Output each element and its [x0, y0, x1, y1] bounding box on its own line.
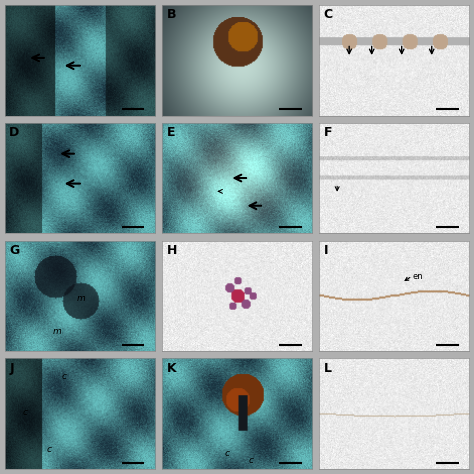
Text: G: G — [9, 244, 19, 257]
Text: C: C — [324, 8, 333, 21]
Text: m: m — [77, 294, 85, 303]
Text: c: c — [249, 456, 254, 465]
Text: B: B — [166, 8, 176, 21]
Text: c: c — [47, 445, 52, 454]
Text: E: E — [166, 126, 175, 139]
Text: H: H — [166, 244, 177, 257]
Text: c: c — [23, 408, 28, 417]
Text: m: m — [53, 327, 62, 336]
Text: J: J — [9, 362, 14, 375]
Text: L: L — [324, 362, 332, 375]
Text: K: K — [166, 362, 176, 375]
Text: en: en — [412, 272, 423, 281]
Text: c: c — [225, 449, 230, 458]
Text: F: F — [324, 126, 332, 139]
Text: c: c — [62, 372, 67, 381]
Text: I: I — [324, 244, 328, 257]
Text: D: D — [9, 126, 19, 139]
